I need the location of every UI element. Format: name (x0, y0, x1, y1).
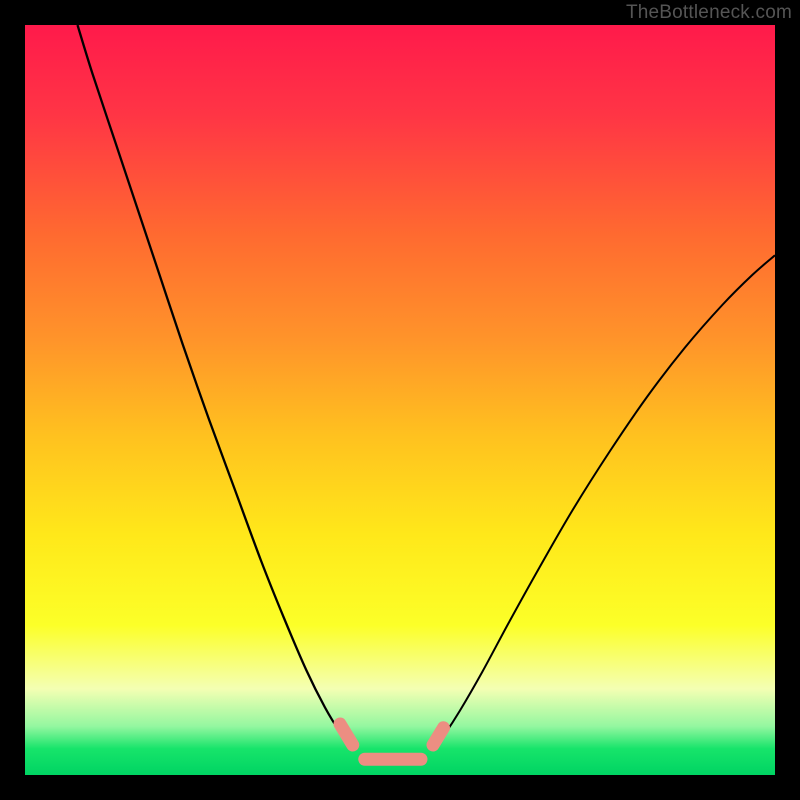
highlight-right-cap (433, 728, 444, 745)
plot-background-gradient (25, 25, 775, 775)
chart-canvas: TheBottleneck.com (0, 0, 800, 800)
watermark-text: TheBottleneck.com (626, 2, 792, 24)
bottleneck-chart-svg (0, 0, 800, 800)
